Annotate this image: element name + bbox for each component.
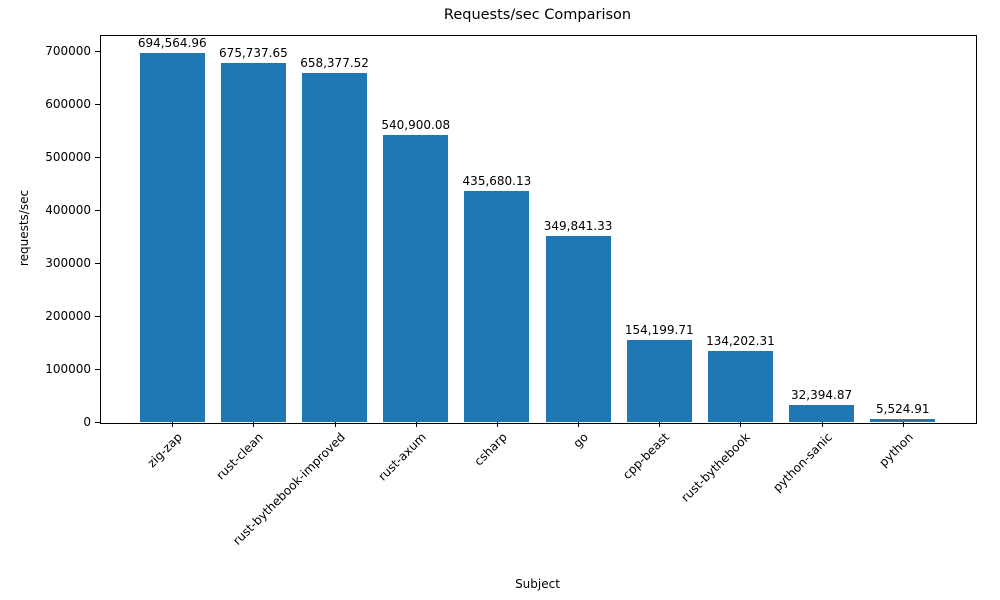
bar	[302, 72, 368, 422]
bar	[707, 350, 773, 422]
x-tick-label: python	[876, 430, 916, 470]
bar-value-label: 154,199.71	[624, 323, 694, 338]
x-tick-mark	[415, 422, 417, 427]
x-tick-mark	[821, 422, 823, 427]
bar	[383, 134, 449, 422]
bar	[464, 190, 530, 422]
y-tick-label: 600000	[45, 96, 91, 111]
x-tick-mark	[902, 422, 904, 427]
x-tick-mark	[740, 422, 742, 427]
bar-value-label: 658,377.52	[300, 55, 369, 70]
x-tick-label: csharp	[471, 430, 510, 469]
x-tick-mark	[578, 422, 580, 427]
bar	[220, 63, 286, 422]
y-tick-label: 200000	[45, 308, 91, 323]
y-tick-mark	[95, 262, 100, 264]
y-tick-label: 400000	[45, 202, 91, 217]
bar-value-label: 540,900.08	[381, 117, 451, 132]
bar-value-label: 675,737.65	[219, 46, 288, 61]
chart-title: Requests/sec Comparison	[443, 7, 632, 23]
y-tick-mark	[95, 368, 100, 370]
y-tick-label: 700000	[45, 43, 91, 58]
x-tick-label: rust-bythebook	[678, 430, 754, 505]
y-axis-label: requests/sec	[17, 189, 31, 267]
x-tick-mark	[659, 422, 661, 427]
x-tick-mark	[253, 422, 255, 427]
bar	[626, 340, 692, 422]
x-tick-label: rust-bythebook-improved	[229, 430, 348, 548]
x-tick-label: python-sanic	[769, 430, 835, 495]
y-tick-mark	[95, 156, 100, 158]
y-tick-mark	[95, 50, 100, 52]
y-tick-mark	[95, 422, 100, 423]
y-tick-label: 0	[83, 415, 91, 429]
bar	[545, 236, 611, 422]
x-tick-mark	[172, 422, 174, 427]
y-tick-mark	[95, 315, 100, 317]
bar-value-label: 32,394.87	[791, 387, 853, 402]
y-tick-label: 100000	[45, 361, 91, 376]
x-tick-label: rust-clean	[213, 430, 267, 483]
x-tick-mark	[334, 422, 336, 427]
y-tick-mark	[95, 209, 100, 211]
x-tick-label: rust-axum	[375, 430, 429, 484]
bar-value-label: 435,680.13	[462, 173, 532, 188]
bar-value-label: 694,564.96	[137, 36, 207, 51]
y-tick-mark	[95, 103, 100, 105]
bar-value-label: 349,841.33	[543, 219, 613, 234]
x-tick-label: go	[570, 430, 591, 451]
bar	[789, 404, 855, 422]
x-tick-label: zig-zap	[144, 430, 186, 471]
bar	[139, 53, 205, 422]
x-axis-label: Subject	[515, 577, 560, 591]
y-tick-label: 300000	[45, 255, 91, 270]
x-tick-mark	[496, 422, 498, 427]
y-tick-label: 500000	[45, 149, 91, 164]
bar	[870, 419, 936, 422]
bar-value-label: 5,524.91	[876, 402, 930, 417]
x-tick-label: cpp-beast	[620, 430, 673, 482]
bar-value-label: 134,202.31	[706, 333, 775, 348]
